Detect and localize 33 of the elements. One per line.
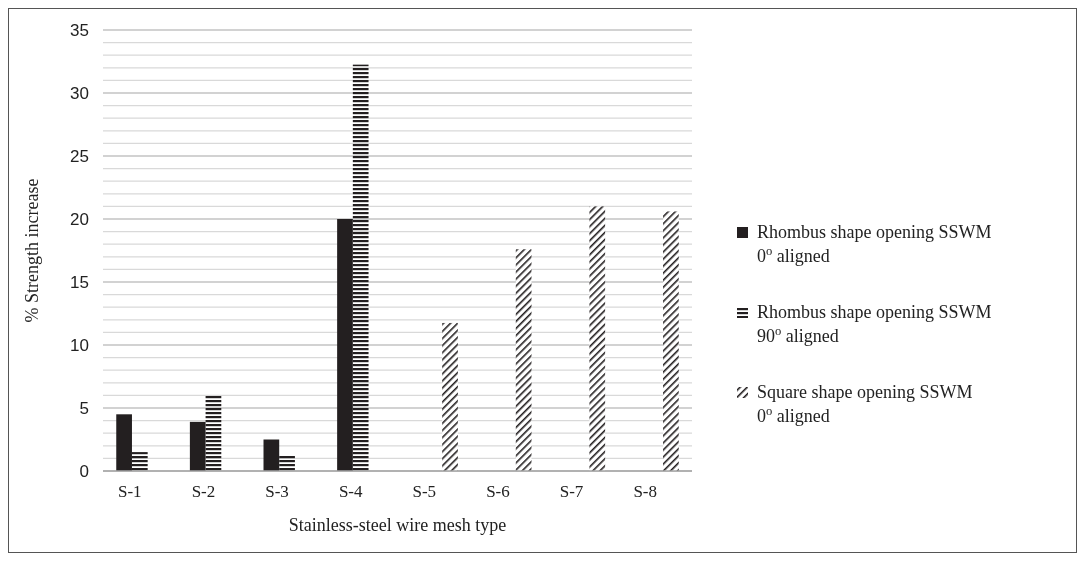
x-tick-label: S-4 xyxy=(338,482,363,501)
x-tick-label: S-2 xyxy=(191,482,216,501)
bar xyxy=(116,414,132,471)
y-tick-label: 20 xyxy=(70,209,89,229)
y-tick-label: 30 xyxy=(70,83,89,103)
legend-label: Rhombus shape opening SSWM 0$^{o}$ aligned xyxy=(757,222,992,266)
x-tick-label: S-6 xyxy=(486,482,510,501)
bar xyxy=(205,395,222,471)
bar xyxy=(589,206,606,471)
x-tick-label: S-5 xyxy=(412,482,437,501)
bar xyxy=(515,249,532,471)
bar xyxy=(442,322,458,471)
legend-label: Square shape opening SSWM 0$^{o}$ aligned xyxy=(757,382,973,426)
bar xyxy=(352,64,369,471)
y-tick-label: 25 xyxy=(70,146,89,166)
bar xyxy=(131,452,148,471)
y-tick-label: 35 xyxy=(70,20,89,40)
legend-label: Rhombus shape opening SSWM 90$^{o}$ aligned xyxy=(757,302,992,346)
bar xyxy=(263,439,280,471)
x-tick-label: S-8 xyxy=(633,482,657,501)
y-tick-label: 10 xyxy=(70,335,89,355)
bar xyxy=(663,211,679,471)
x-axis-title: Stainless-steel wire mesh type xyxy=(288,515,507,535)
y-tick-label: 15 xyxy=(70,272,89,292)
x-tick-label: S-7 xyxy=(559,482,584,501)
y-tick-label: 0 xyxy=(79,461,89,481)
bar xyxy=(279,455,295,471)
y-axis-title: % Strength increase xyxy=(22,178,42,323)
bar xyxy=(337,219,353,471)
x-tick-label: S-1 xyxy=(118,482,142,501)
x-tick-label: S-3 xyxy=(265,482,289,501)
bar xyxy=(189,421,206,471)
y-tick-label: 5 xyxy=(79,398,89,418)
